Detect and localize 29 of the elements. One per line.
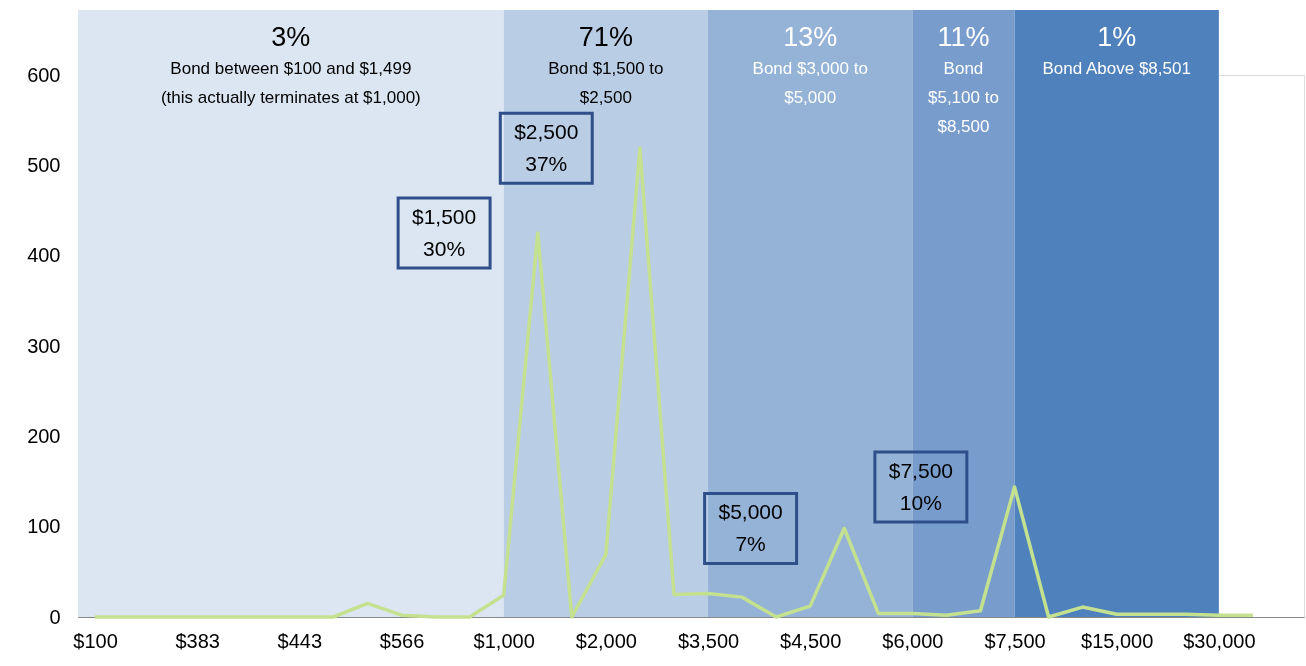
y-tick-label: 300 xyxy=(27,334,61,357)
x-tick-label: $2,000 xyxy=(575,629,637,652)
band-label: 71% Bond $1,500 to $2,500 xyxy=(548,22,664,107)
y-tick-label: 200 xyxy=(27,424,61,447)
band-label: 3% Bond between $100 and $1,499 (this actually terminates at $1,000) xyxy=(160,22,421,107)
y-tick-label: 100 xyxy=(27,515,61,538)
y-tick-label: 0 xyxy=(49,605,61,628)
y-tick-label: 500 xyxy=(27,153,61,176)
annotation: $7,500 10% xyxy=(888,458,953,514)
y-tick-label: 600 xyxy=(27,63,61,86)
x-tick-label: $1,000 xyxy=(473,629,535,652)
line-series xyxy=(93,146,1255,619)
x-tick-label: $100 xyxy=(73,629,118,652)
y-tick-label: 400 xyxy=(27,244,61,267)
annotation: $2,500 37% xyxy=(514,120,579,176)
x-tick-label: $3,500 xyxy=(677,629,740,652)
band-label: 11% Bond $5,100 to $8,500 xyxy=(927,22,999,136)
x-tick-label: $383 xyxy=(175,629,220,652)
annotation: $5,000 7% xyxy=(718,500,783,556)
band-label: 1% Bond Above $8,501 xyxy=(1042,22,1191,78)
band-label: 13% Bond $3,000 to $5,000 xyxy=(752,22,868,107)
x-tick-label: $6,000 xyxy=(882,629,944,652)
x-tick-label: $30,000 xyxy=(1183,629,1256,652)
x-tick-label: $443 xyxy=(277,629,323,652)
x-tick-label: $15,000 xyxy=(1081,629,1154,652)
x-tick-label: $4,500 xyxy=(780,629,842,652)
x-tick-label: $7,500 xyxy=(984,629,1046,652)
x-tick-label: $566 xyxy=(379,629,425,652)
annotation: $1,500 30% xyxy=(411,205,477,261)
